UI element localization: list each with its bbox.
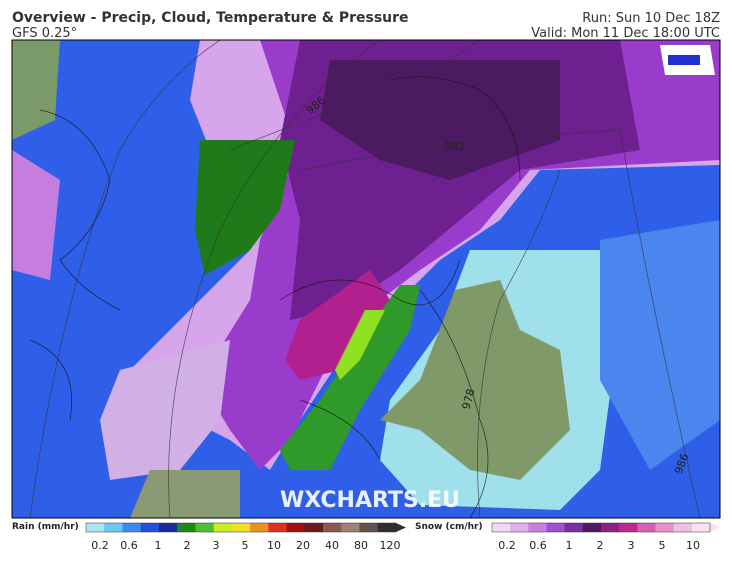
legend-tick-label: 10 xyxy=(686,539,700,552)
color-swatch xyxy=(140,523,160,532)
snow-color-bar: 0.2 0.6 1 2 3 5 10 xyxy=(491,522,720,552)
run: Run: Sun 10 Dec 18Z xyxy=(582,11,720,26)
color-swatch xyxy=(673,523,693,532)
rain-legend-label: Rain (mm/hr) xyxy=(12,522,79,532)
legend-tick-label: 5 xyxy=(659,539,666,552)
color-swatch xyxy=(619,523,638,532)
legend-tick-label: 1 xyxy=(155,539,162,552)
legend-tick-label: 1 xyxy=(566,539,573,552)
color-swatch xyxy=(691,523,711,532)
color-swatch xyxy=(213,523,233,532)
valid: Valid: Mon 11 Dec 18:00 UTC xyxy=(531,26,720,41)
map: 986 982 978 986 WXCHARTS.EU xyxy=(11,39,721,519)
legend-tick-label: 3 xyxy=(628,539,635,552)
legend-tick-label: 5 xyxy=(242,539,249,552)
legend-tick-label: 2 xyxy=(184,539,191,552)
legend-tick-label: 2 xyxy=(597,539,604,552)
legend-tick-label: 0.6 xyxy=(120,539,138,552)
title: Overview - Precip, Cloud, Temperature & … xyxy=(12,10,409,26)
color-swatch xyxy=(250,523,269,532)
legend-tick-label: 80 xyxy=(354,539,368,552)
color-swatch xyxy=(528,523,547,532)
snow-legend-label: Snow (cm/hr) xyxy=(415,522,483,532)
color-swatch xyxy=(231,523,251,532)
color-swatch xyxy=(655,523,675,532)
legend-tick-label: 40 xyxy=(325,539,339,552)
color-swatch xyxy=(341,523,361,532)
color-swatch xyxy=(158,523,178,532)
color-swatch xyxy=(510,523,529,532)
color-swatch xyxy=(564,523,584,532)
color-swatch xyxy=(492,523,511,532)
bar-arrow xyxy=(710,523,720,532)
color-swatch xyxy=(377,523,397,532)
bar-border xyxy=(491,522,711,533)
legend-tick-label: 0.6 xyxy=(529,539,547,552)
model: GFS 0.25° xyxy=(12,26,77,41)
color-swatch xyxy=(359,523,379,532)
rain-color-bar: 0.2 0.6 1 2 3 5 10 20 40 80 120 xyxy=(85,522,406,552)
color-swatch xyxy=(195,523,215,532)
color-swatch xyxy=(86,523,105,532)
isobar-label: 982 xyxy=(445,140,466,153)
legend-tick-label: 120 xyxy=(380,539,401,552)
isobar-label: 978 xyxy=(460,387,478,411)
color-swatch xyxy=(323,523,342,532)
legend-tick-label: 10 xyxy=(267,539,281,552)
bar-border xyxy=(85,522,397,533)
color-swatch xyxy=(546,523,566,532)
color-swatch xyxy=(286,523,306,532)
color-swatch xyxy=(122,523,142,532)
legend-tick-label: 3 xyxy=(213,539,220,552)
watermark: WXCHARTS.EU xyxy=(280,488,460,513)
color-swatch xyxy=(104,523,123,532)
color-swatch xyxy=(177,523,196,532)
color-swatch xyxy=(304,523,324,532)
legend-tick-label: 20 xyxy=(296,539,310,552)
legend-tick-label: 0.2 xyxy=(91,539,109,552)
legend-tick-label: 0.2 xyxy=(498,539,516,552)
color-swatch xyxy=(268,523,288,532)
color-swatch xyxy=(601,523,620,532)
color-swatch xyxy=(582,523,602,532)
color-swatch xyxy=(637,523,656,532)
bar-arrow xyxy=(396,523,406,532)
